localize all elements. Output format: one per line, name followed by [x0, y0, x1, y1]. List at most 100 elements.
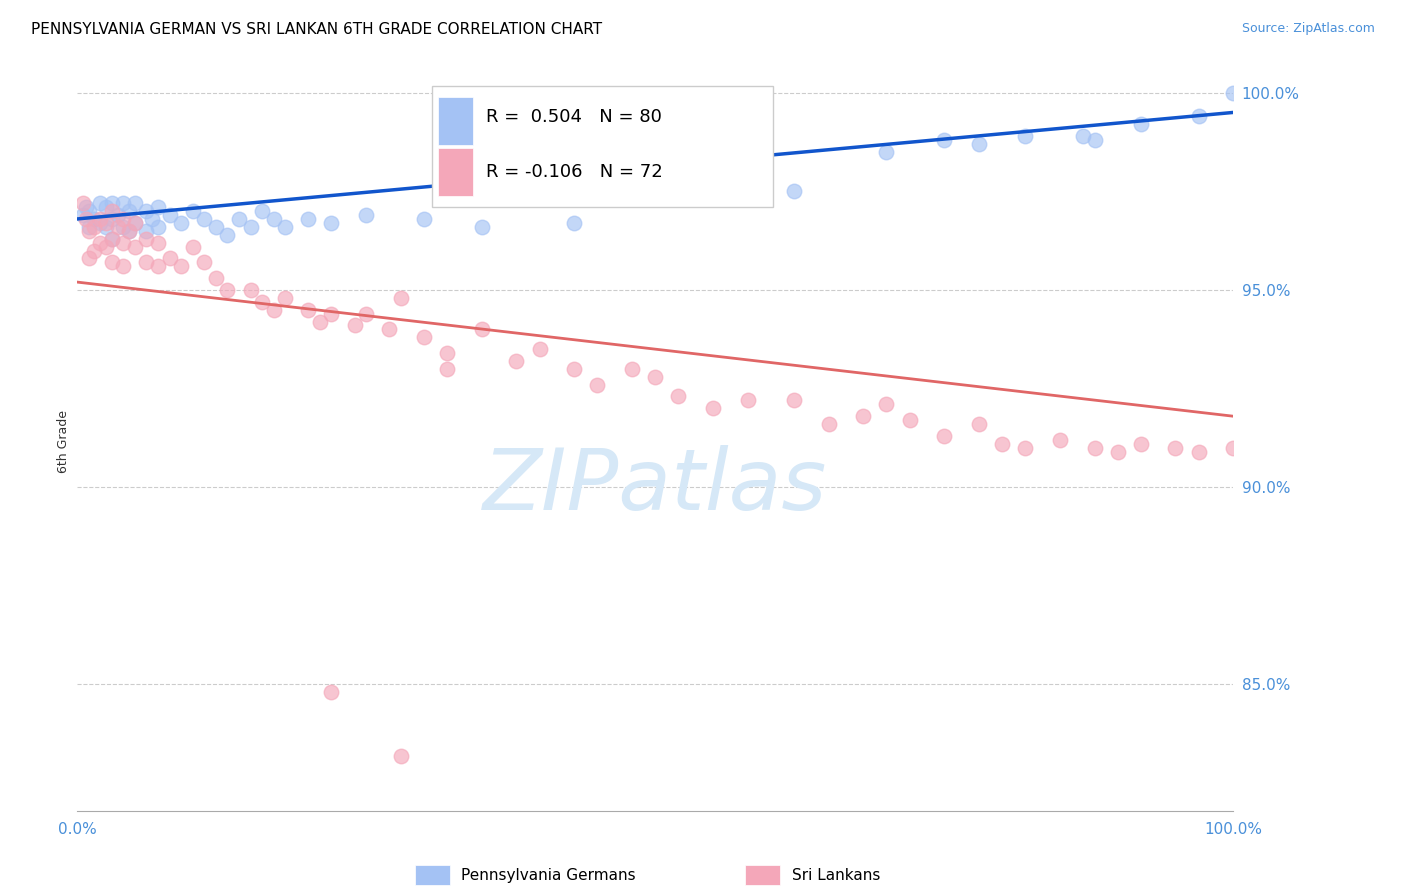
Point [146, 200, 169, 214]
Point [817, 417, 839, 431]
Point [181, 239, 204, 253]
Point [83, 219, 105, 234]
Point [72, 196, 94, 211]
Point [934, 133, 956, 147]
Point [77, 252, 100, 266]
Point [228, 211, 250, 226]
Point [101, 232, 124, 246]
Point [783, 185, 806, 199]
Point [193, 211, 215, 226]
Point [94, 239, 117, 253]
Text: Source: ZipAtlas.com: Source: ZipAtlas.com [1241, 22, 1375, 36]
Point [112, 260, 135, 274]
Point [875, 145, 897, 159]
Point [263, 302, 285, 317]
Point [673, 89, 696, 103]
Point [389, 291, 412, 305]
Point [1129, 117, 1152, 131]
Point [77, 219, 100, 234]
Point [679, 94, 702, 108]
Point [297, 302, 319, 317]
Point [1187, 444, 1209, 458]
Point [205, 271, 228, 285]
Text: R = -0.106   N = 72: R = -0.106 N = 72 [486, 163, 664, 181]
Point [644, 89, 666, 103]
Point [690, 94, 713, 108]
Point [343, 318, 366, 333]
Point [101, 204, 124, 219]
Point [181, 204, 204, 219]
Point [101, 211, 124, 226]
Point [592, 89, 614, 103]
Point [586, 377, 609, 392]
Point [413, 330, 436, 344]
Point [1014, 441, 1036, 455]
Point [141, 211, 163, 226]
Point [378, 322, 401, 336]
Text: R =  0.504   N = 80: R = 0.504 N = 80 [486, 108, 662, 127]
Point [623, 89, 645, 103]
Point [250, 204, 273, 219]
Point [321, 216, 343, 230]
Point [124, 239, 146, 253]
Point [297, 211, 319, 226]
Point [702, 401, 724, 416]
Point [135, 232, 157, 246]
Point [146, 219, 169, 234]
Point [647, 94, 669, 108]
Point [1049, 433, 1071, 447]
Point [239, 219, 262, 234]
Point [1107, 444, 1129, 458]
Point [263, 211, 285, 226]
Point [107, 219, 129, 234]
Point [436, 362, 458, 376]
Point [101, 232, 124, 246]
Point [94, 200, 117, 214]
Point [655, 94, 678, 108]
Point [967, 417, 990, 431]
Point [217, 227, 239, 242]
Point [612, 94, 634, 108]
Point [118, 224, 141, 238]
Point [628, 89, 651, 103]
Point [562, 362, 585, 376]
Point [1014, 129, 1036, 144]
Point [118, 224, 141, 238]
Point [598, 89, 620, 103]
Point [112, 235, 135, 250]
Point [146, 235, 169, 250]
Point [1222, 86, 1244, 100]
FancyBboxPatch shape [432, 86, 773, 207]
Point [107, 208, 129, 222]
Point [666, 94, 689, 108]
Point [159, 208, 181, 222]
Point [783, 393, 806, 408]
Point [135, 204, 157, 219]
Point [94, 216, 117, 230]
Text: PENNSYLVANIA GERMAN VS SRI LANKAN 6TH GRADE CORRELATION CHART: PENNSYLVANIA GERMAN VS SRI LANKAN 6TH GR… [31, 22, 602, 37]
Point [638, 89, 661, 103]
Point [614, 89, 637, 103]
Y-axis label: 6th Grade: 6th Grade [58, 410, 70, 474]
Point [101, 255, 124, 269]
Point [875, 397, 897, 411]
Point [934, 429, 956, 443]
Point [75, 200, 97, 214]
Point [112, 219, 135, 234]
Point [89, 235, 111, 250]
Point [124, 196, 146, 211]
Point [654, 89, 676, 103]
Point [274, 219, 297, 234]
Point [205, 219, 228, 234]
Point [321, 685, 343, 699]
Point [389, 748, 412, 763]
Point [170, 216, 193, 230]
Point [89, 211, 111, 226]
Text: Sri Lankans: Sri Lankans [792, 868, 880, 882]
Point [124, 216, 146, 230]
Point [250, 294, 273, 309]
Point [72, 208, 94, 222]
Point [586, 89, 609, 103]
Point [274, 291, 297, 305]
Point [1083, 133, 1105, 147]
